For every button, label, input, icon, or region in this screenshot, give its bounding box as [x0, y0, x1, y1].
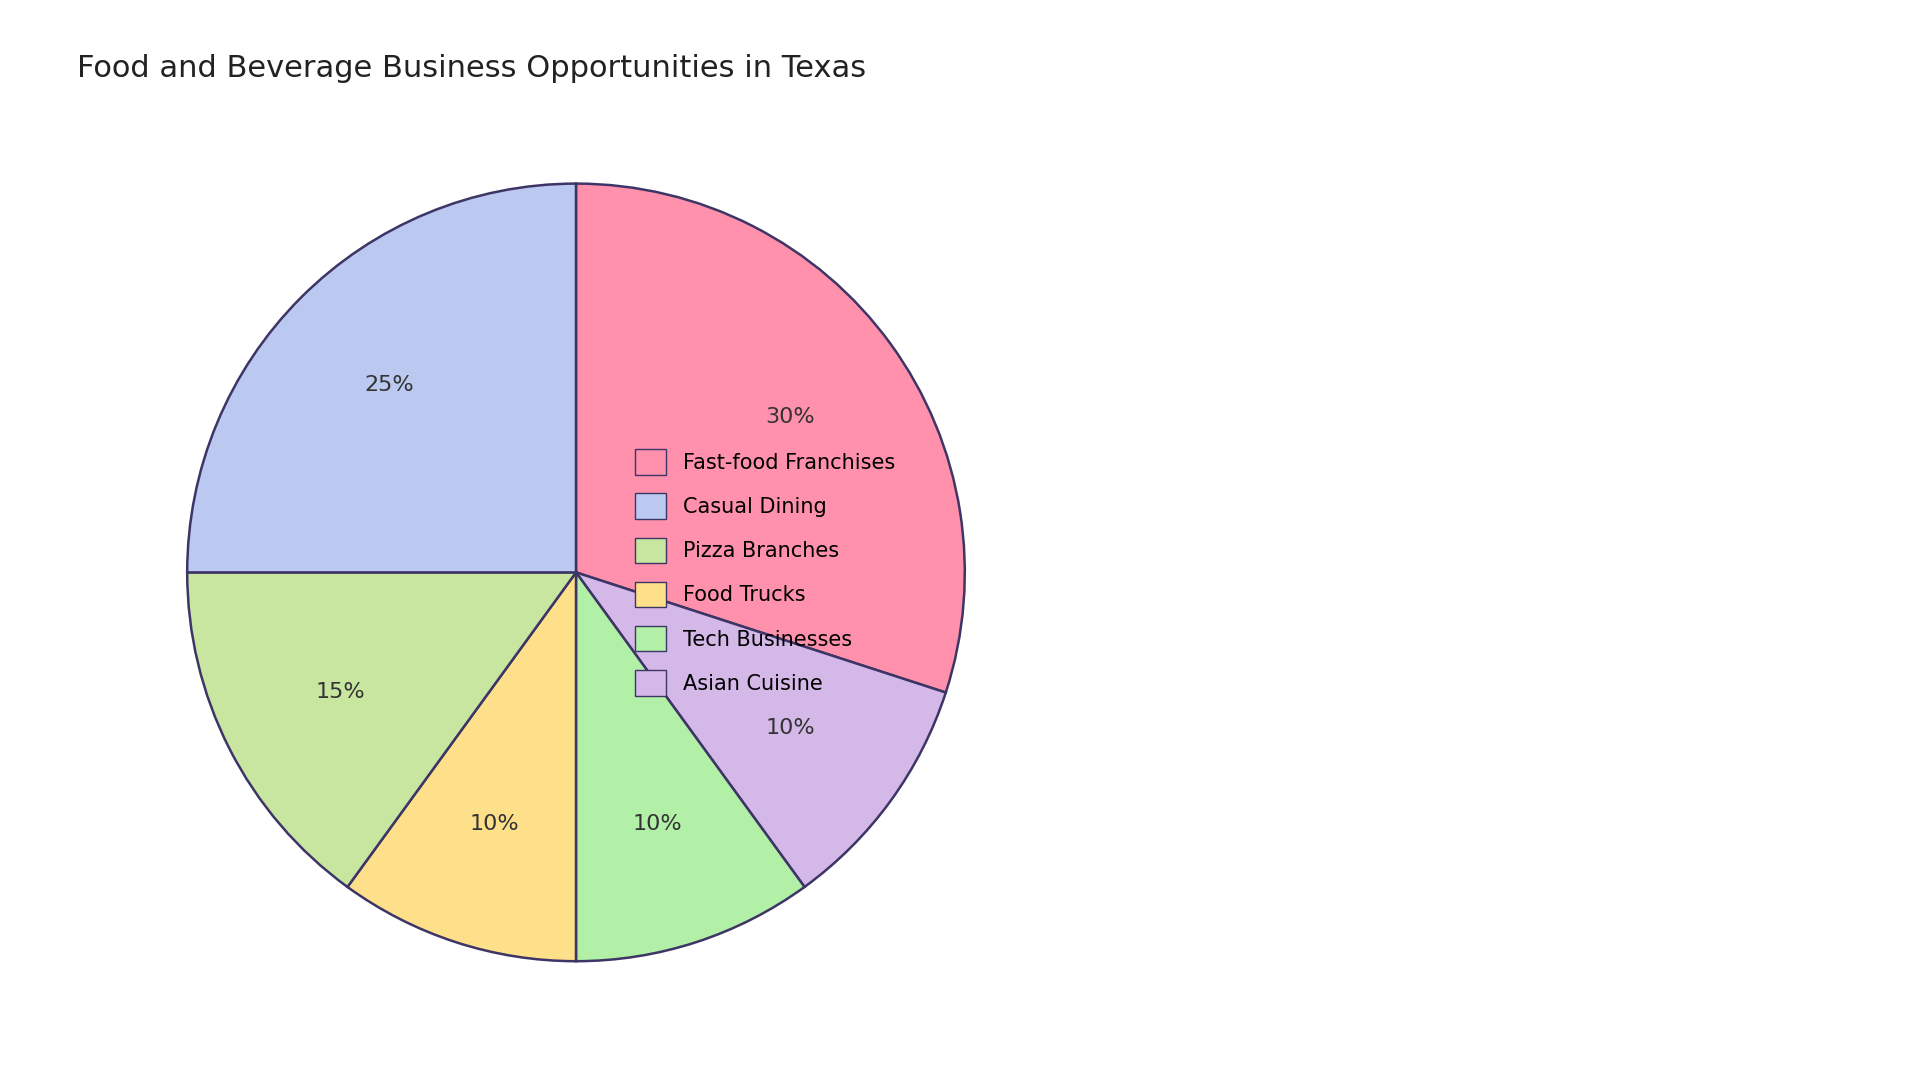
Legend: Fast-food Franchises, Casual Dining, Pizza Branches, Food Trucks, Tech Businesse: Fast-food Franchises, Casual Dining, Piz…: [636, 449, 895, 696]
Wedge shape: [186, 184, 576, 572]
Text: 10%: 10%: [634, 814, 682, 834]
Wedge shape: [576, 572, 947, 887]
Text: 25%: 25%: [365, 376, 415, 395]
Wedge shape: [186, 572, 576, 887]
Text: 10%: 10%: [764, 718, 814, 738]
Text: 10%: 10%: [470, 814, 518, 834]
Wedge shape: [576, 572, 804, 961]
Text: 30%: 30%: [764, 407, 814, 427]
Text: Food and Beverage Business Opportunities in Texas: Food and Beverage Business Opportunities…: [77, 54, 866, 83]
Wedge shape: [348, 572, 576, 961]
Wedge shape: [576, 184, 964, 692]
Text: 15%: 15%: [315, 683, 365, 702]
